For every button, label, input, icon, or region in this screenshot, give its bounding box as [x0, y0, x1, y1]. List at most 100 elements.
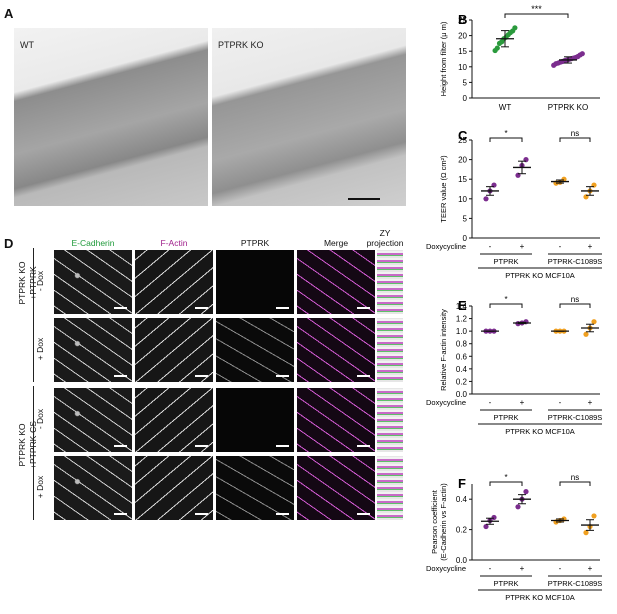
significance-label: * — [504, 129, 507, 138]
y-tick-label: 10 — [458, 63, 467, 72]
y-axis-label: Pearson coefficient — [430, 489, 439, 554]
scale-bar — [276, 513, 289, 515]
scale-bar — [276, 375, 289, 377]
dox-tick-label: - — [559, 564, 562, 573]
scale-bar — [348, 198, 380, 200]
group-label: PTPRK — [493, 579, 518, 588]
y-tick-label: 10 — [458, 195, 467, 204]
significance-bracket — [489, 303, 523, 308]
y-tick-label: 0 — [463, 94, 468, 103]
dox-tick-label: - — [489, 242, 492, 251]
dox-tick-label: + — [588, 564, 593, 573]
scale-bar — [114, 307, 127, 309]
panel-letter-d: D — [4, 236, 14, 251]
micrograph-r2-c5 — [377, 318, 403, 382]
dox-tick-label: + — [520, 398, 525, 407]
data-point — [591, 319, 597, 325]
scale-bar — [357, 375, 370, 377]
y-tick-label: 20 — [458, 156, 467, 165]
micrograph-r2-c3 — [216, 318, 294, 382]
scale-bar — [276, 307, 289, 309]
subtitle: PTPRK KO MCF10A — [505, 593, 575, 602]
micrograph-r1-c2 — [135, 250, 213, 314]
y-axis-label: (E-Cadherin vs F-actin) — [439, 483, 448, 561]
micrograph-r4-c5 — [377, 456, 403, 520]
doxycycline-label: Doxycycline — [426, 398, 466, 407]
y-tick-label: 0.6 — [456, 352, 468, 361]
dox-tick-label: - — [489, 398, 492, 407]
dox-tick-label: + — [520, 242, 525, 251]
scale-bar — [195, 307, 208, 309]
significance-bracket — [559, 481, 591, 486]
y-tick-label: 1.0 — [456, 327, 468, 336]
dox-tick-label: - — [489, 564, 492, 573]
y-tick-label: 0.2 — [456, 526, 468, 535]
data-point — [523, 489, 529, 495]
data-point — [515, 504, 521, 510]
data-point — [512, 25, 518, 31]
y-tick-label: 0.8 — [456, 340, 468, 349]
em-label-ko: PTPRK KO — [218, 40, 264, 50]
column-header-factin: F-Actin — [160, 238, 188, 248]
micrograph-r3-c2 — [135, 388, 213, 452]
group-label: PTPRK — [493, 257, 518, 266]
data-point — [583, 530, 589, 536]
significance-bracket — [504, 13, 569, 18]
micrograph-r4-c2 — [135, 456, 213, 520]
em-label-wt: WT — [20, 40, 34, 50]
column-header-merge: Merge — [323, 238, 349, 248]
scale-bar — [276, 445, 289, 447]
group-bracket-1 — [33, 248, 34, 382]
micrograph-r3-c1 — [54, 388, 132, 452]
micrograph-r3-c4 — [297, 388, 375, 452]
y-tick-label: 0.4 — [456, 495, 468, 504]
group-bracket-2 — [33, 386, 34, 520]
y-tick-label: 1.4 — [456, 302, 468, 311]
column-header-ecadherin: E-Cadherin — [71, 238, 115, 248]
em-image-wt: WT — [14, 28, 208, 206]
y-tick-label: 15 — [458, 47, 467, 56]
micrograph-r4-c4 — [297, 456, 375, 520]
dox-tick-label: - — [559, 398, 562, 407]
y-tick-label: 20 — [458, 32, 467, 41]
significance-label: * — [504, 295, 507, 304]
scale-bar — [357, 513, 370, 515]
significance-label: ns — [571, 295, 579, 304]
group-label: PTPRK — [493, 413, 518, 422]
y-tick-label: 0.0 — [456, 390, 468, 399]
significance-bracket — [489, 481, 523, 486]
column-header-zy-projection: ZY projection — [366, 228, 404, 248]
micrograph-r4-c1 — [54, 456, 132, 520]
dox-tick-label: + — [588, 398, 593, 407]
group-label: PTPRK-C1089S — [548, 257, 603, 266]
scale-bar — [195, 445, 208, 447]
y-tick-label: 5 — [463, 214, 468, 223]
micrograph-r1-c3 — [216, 250, 294, 314]
group-label: PTPRK-C1089S — [548, 413, 603, 422]
column-header-ptprk: PTPRK — [240, 238, 270, 248]
y-axis-label: Relative F-actin intensity — [439, 309, 448, 391]
micrograph-r1-c5 — [377, 250, 403, 314]
scale-bar — [114, 375, 127, 377]
significance-bracket — [559, 137, 591, 142]
panel-letter-a: A — [4, 6, 14, 21]
y-tick-label: 25 — [458, 136, 467, 145]
subtitle: PTPRK KO MCF10A — [505, 271, 575, 280]
data-point — [494, 45, 500, 51]
data-point — [591, 513, 597, 519]
panel-letter-c: C — [458, 128, 468, 143]
significance-bracket — [559, 303, 591, 308]
group-label: PTPRK-C1089S — [548, 579, 603, 588]
panel-letter-f: F — [458, 476, 466, 491]
micrograph-r1-c4 — [297, 250, 375, 314]
y-tick-label: 0 — [463, 234, 468, 243]
micrograph-r2-c1 — [54, 318, 132, 382]
doxycycline-label: Doxycycline — [426, 242, 466, 251]
y-tick-label: 0.4 — [456, 365, 468, 374]
data-point — [491, 514, 497, 521]
scale-bar — [357, 307, 370, 309]
y-tick-label: 25 — [458, 16, 467, 25]
data-point — [483, 196, 489, 202]
scale-bar — [114, 513, 127, 515]
doxycycline-label: Doxycycline — [426, 564, 466, 573]
